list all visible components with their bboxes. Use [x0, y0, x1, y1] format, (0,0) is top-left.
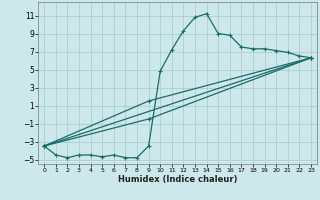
- X-axis label: Humidex (Indice chaleur): Humidex (Indice chaleur): [118, 175, 237, 184]
